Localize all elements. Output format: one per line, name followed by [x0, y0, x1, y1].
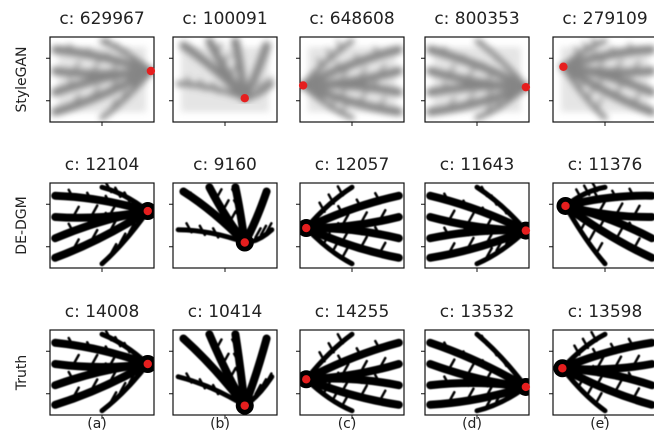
panel-image — [297, 334, 399, 411]
twig — [468, 213, 473, 222]
twig — [589, 232, 594, 241]
haze — [181, 47, 269, 112]
haze — [561, 47, 649, 112]
twig — [596, 393, 601, 402]
panel-title: c: 10414 — [188, 302, 263, 322]
shape — [178, 187, 272, 242]
panel-title: c: 9160 — [193, 155, 257, 175]
shape — [178, 334, 272, 405]
marker — [522, 383, 530, 391]
shape — [430, 334, 526, 411]
shape — [430, 187, 526, 264]
row-label: DE-DGM — [14, 196, 30, 254]
shape — [55, 183, 148, 264]
shape — [55, 331, 148, 411]
panel-title: c: 13598 — [568, 302, 643, 322]
panel-image — [55, 331, 157, 411]
panel-image — [430, 334, 535, 411]
panel-title: c: 100091 — [182, 9, 267, 29]
panel-image — [178, 334, 272, 414]
twig — [362, 386, 367, 395]
twig — [343, 248, 348, 257]
panel-title: c: 12057 — [315, 155, 390, 175]
panel-title: c: 279109 — [562, 9, 647, 29]
panel-image — [297, 186, 399, 263]
marker — [241, 238, 249, 246]
panel-title: c: 13532 — [440, 302, 515, 322]
panel-title: c: 12104 — [65, 155, 140, 175]
panel-image — [430, 41, 526, 118]
twig — [617, 228, 622, 237]
shape — [306, 334, 399, 411]
marker — [522, 83, 530, 91]
row-label: Truth — [14, 355, 30, 392]
panel-image — [55, 38, 151, 118]
panel-title: c: 14255 — [315, 302, 390, 322]
twig — [616, 381, 621, 390]
figure: StyleGAN c: 629967 c: 100091 c: 648608 c: 80… — [0, 0, 654, 432]
column-label: (a) — [87, 416, 107, 432]
marker — [241, 94, 249, 102]
marker — [561, 202, 569, 210]
column-label: (e) — [590, 416, 610, 432]
row-label: StyleGAN — [14, 46, 30, 112]
twig — [617, 204, 622, 213]
twig — [92, 355, 97, 364]
panel-image — [178, 41, 272, 112]
twig — [231, 211, 236, 220]
twig — [362, 237, 367, 246]
shape — [565, 182, 651, 264]
panel-title: c: 629967 — [59, 9, 144, 29]
twig — [92, 206, 97, 215]
column-label: (b) — [210, 416, 230, 432]
marker — [522, 226, 530, 234]
panel-image — [55, 183, 157, 264]
panel-title: c: 11376 — [568, 155, 643, 175]
panel-image — [178, 187, 272, 251]
haze — [433, 47, 521, 112]
marker — [302, 224, 310, 232]
marker — [144, 360, 152, 368]
panel-image — [553, 332, 651, 411]
panel-title: c: 11643 — [440, 155, 515, 175]
marker — [558, 364, 566, 372]
haze — [308, 47, 396, 112]
marker — [147, 67, 155, 75]
twig — [224, 200, 229, 209]
panel-title: c: 14008 — [65, 302, 140, 322]
haze — [58, 47, 146, 112]
panel-image — [556, 182, 651, 264]
marker — [299, 81, 307, 89]
marker — [144, 207, 152, 215]
panel-title: c: 648608 — [309, 9, 394, 29]
panel-image — [430, 187, 535, 264]
twig — [597, 243, 602, 252]
panel-image — [303, 41, 399, 118]
column-label: (d) — [462, 416, 482, 432]
twig — [635, 238, 640, 247]
shape — [562, 332, 651, 411]
column-label: (c) — [338, 416, 357, 432]
twig — [468, 364, 473, 373]
panel-title: c: 800353 — [434, 9, 519, 29]
page: StyleGAN c: 629967 c: 100091 c: 648608 c: 80… — [0, 0, 654, 432]
panel-image — [561, 37, 652, 117]
marker — [302, 375, 310, 383]
marker — [241, 401, 249, 409]
marker — [559, 63, 567, 71]
shape — [306, 186, 399, 263]
